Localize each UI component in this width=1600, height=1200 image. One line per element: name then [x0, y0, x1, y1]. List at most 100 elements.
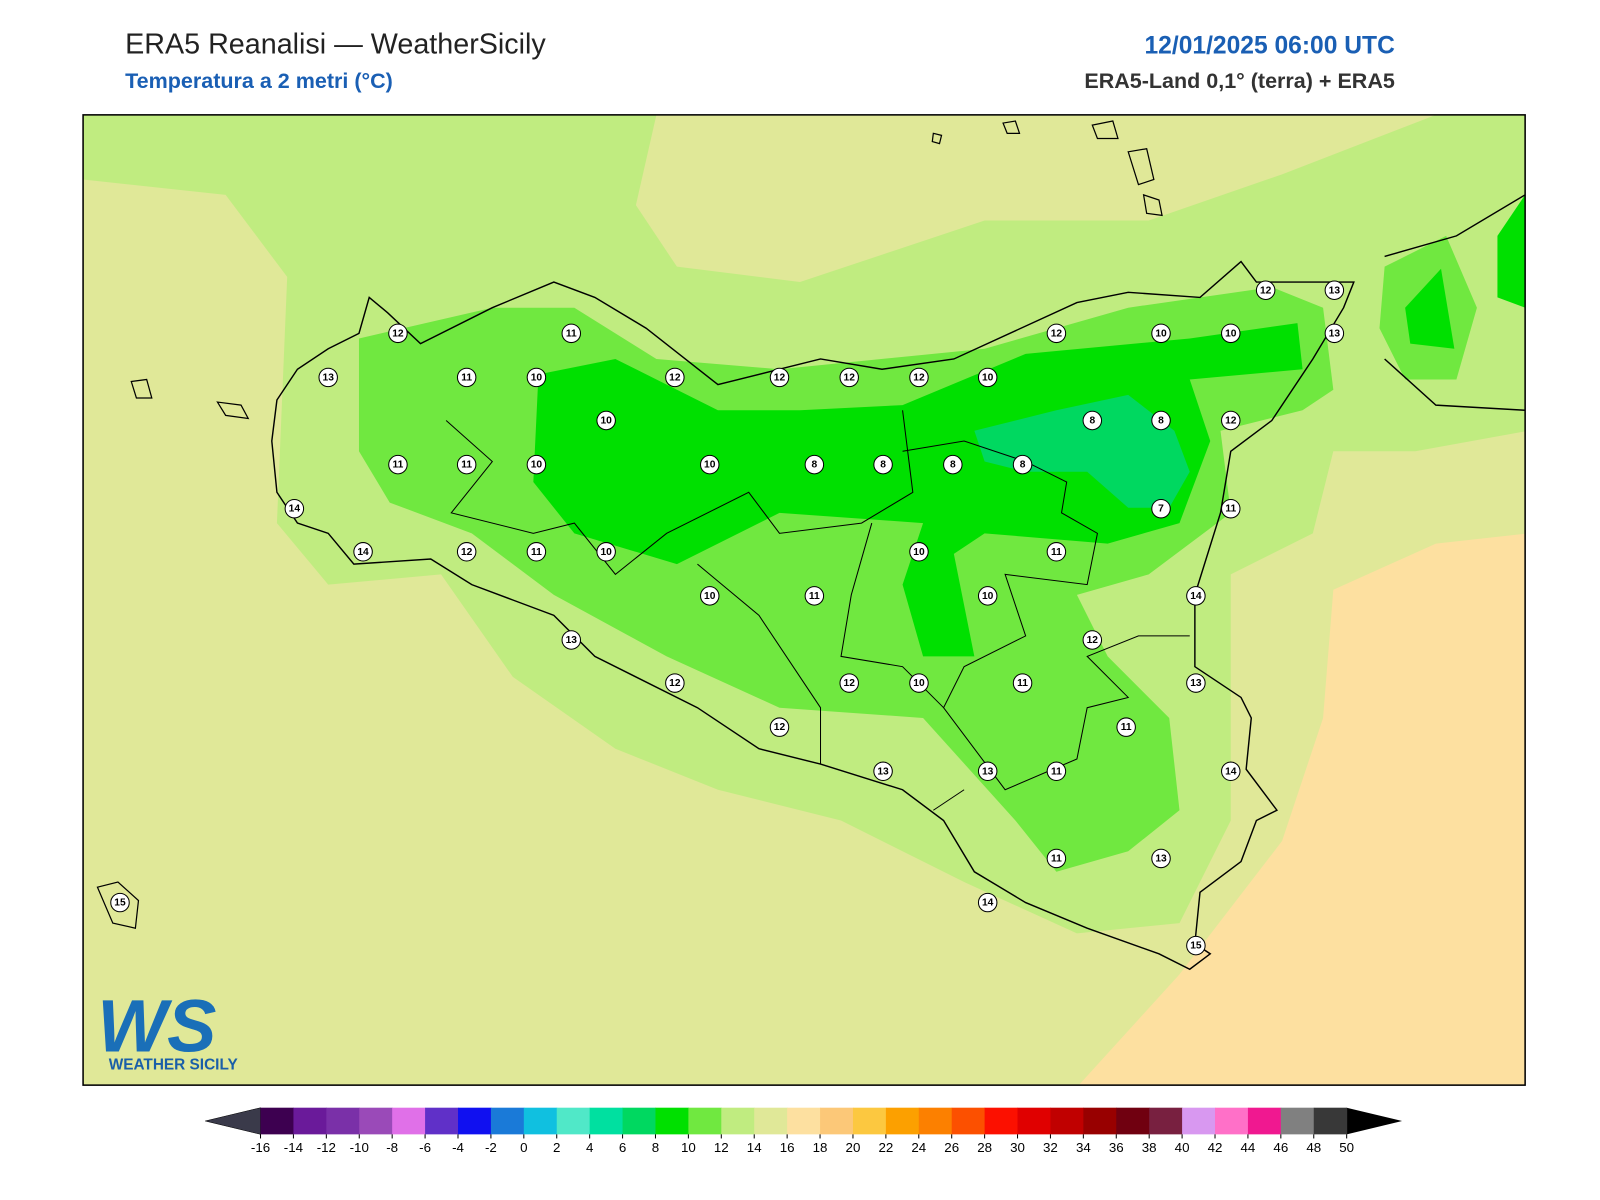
station-value: 10 [531, 372, 543, 383]
stations: 12 11 13 11 10 12 12 12 12 10 12 10 10 12 13 13 10 8 8 12 11… [110, 280, 1345, 956]
station-value: 13 [1155, 853, 1167, 864]
station-marker [1082, 410, 1103, 431]
colorbar-swatch [556, 1107, 591, 1135]
station-value: 7 [1158, 504, 1164, 515]
subtitle: Temperatura a 2 metri (°C) [125, 69, 393, 93]
station-value: 12 [774, 722, 786, 733]
station-value: 11 [1051, 853, 1062, 864]
station-marker [526, 542, 547, 562]
station-marker [943, 454, 963, 475]
station-value: 11 [461, 372, 472, 383]
colorbar-swatch [260, 1107, 294, 1135]
station-value: 8 [1020, 460, 1026, 471]
colorbar-tick-label: 18 [813, 1140, 828, 1155]
station-marker [839, 367, 859, 388]
colorbar-tick-label: 48 [1306, 1140, 1321, 1155]
station-marker [1151, 498, 1171, 519]
colorbar-over [1346, 1107, 1403, 1135]
station-value: 13 [877, 766, 889, 777]
station-marker [909, 367, 929, 388]
colorbar-tick-label: 26 [944, 1140, 959, 1155]
colorbar-tick-label: 6 [619, 1140, 626, 1155]
colorbar-swatch [1149, 1107, 1183, 1135]
colorbar-tick-label: 24 [911, 1140, 926, 1155]
station-value: 12 [774, 372, 786, 383]
station-marker [110, 892, 130, 913]
colorbar-tick-label: -8 [386, 1140, 398, 1155]
station-value: 12 [844, 678, 856, 689]
station-value: 15 [1190, 941, 1202, 952]
station-value: 8 [880, 460, 886, 471]
colorbar-swatch [820, 1107, 854, 1135]
station-marker [977, 761, 998, 782]
station-marker [1186, 673, 1206, 693]
colorbar-swatch [1247, 1107, 1282, 1135]
station-marker [526, 367, 547, 388]
colorbar-tick-label: 4 [586, 1140, 594, 1155]
station-value: 11 [1225, 504, 1236, 515]
colorbar-swatch [1313, 1107, 1348, 1135]
station-value: 14 [1225, 766, 1237, 777]
logo-initials: WS [97, 984, 216, 1067]
station-marker [1046, 323, 1067, 344]
station-marker [873, 761, 893, 782]
station-value: 10 [531, 460, 543, 471]
station-value: 13 [1329, 285, 1341, 296]
station-marker [456, 454, 477, 475]
station-marker [1324, 323, 1345, 344]
station-marker [1046, 848, 1067, 869]
colorbar-tick-label: 8 [652, 1140, 659, 1155]
station-marker [977, 367, 998, 388]
colorbar-swatch [1083, 1107, 1117, 1135]
logo-text: WEATHER SICILY [109, 1057, 238, 1074]
colorbar-swatch [1050, 1107, 1084, 1135]
colorbar-tick-label: 38 [1142, 1140, 1157, 1155]
colorbar-swatch [523, 1107, 558, 1135]
station-marker [1221, 761, 1241, 782]
station-value: 10 [982, 372, 994, 383]
station-marker [388, 323, 408, 344]
station-marker [1151, 410, 1171, 431]
station-value: 13 [1190, 678, 1202, 689]
field-16-18 [1078, 533, 1526, 1086]
colorbar-tick-label: 36 [1109, 1140, 1124, 1155]
station-value: 12 [1225, 416, 1237, 427]
station-value: 10 [913, 547, 925, 558]
station-marker [804, 454, 825, 475]
field-6-8 [974, 394, 1190, 508]
station-marker [665, 673, 685, 693]
station-value: 12 [844, 372, 856, 383]
colorbar-swatch [326, 1107, 360, 1135]
station-marker [1221, 410, 1241, 431]
colorbar-swatch [852, 1107, 887, 1135]
station-value: 13 [1329, 328, 1341, 339]
station-value: 12 [461, 547, 473, 558]
station-value: 11 [566, 328, 577, 339]
station-marker [1221, 498, 1241, 519]
station-value: 14 [1190, 591, 1202, 602]
station-marker [700, 454, 720, 475]
station-marker [1046, 761, 1067, 782]
station-marker [353, 542, 373, 562]
station-value: 14 [289, 504, 301, 515]
province-borders [445, 410, 1190, 811]
station-value: 10 [704, 460, 716, 471]
station-value: 10 [913, 678, 925, 689]
station-marker [977, 586, 998, 606]
station-marker [769, 717, 790, 737]
station-marker [1116, 717, 1136, 737]
station-marker [769, 367, 790, 388]
station-marker [1186, 586, 1206, 606]
colorbar-swatch [951, 1107, 986, 1135]
colorbar-under [205, 1107, 261, 1135]
colorbar-tick-label: 50 [1339, 1140, 1354, 1155]
colorbar-tick-label: -16 [251, 1140, 270, 1155]
station-marker [1324, 280, 1345, 300]
station-value: 11 [809, 591, 820, 602]
station-marker [388, 454, 408, 475]
station-value: 13 [323, 372, 335, 383]
station-value: 10 [1155, 328, 1167, 339]
station-marker [596, 410, 616, 431]
station-marker [1012, 454, 1033, 475]
colorbar-swatch [688, 1107, 722, 1135]
